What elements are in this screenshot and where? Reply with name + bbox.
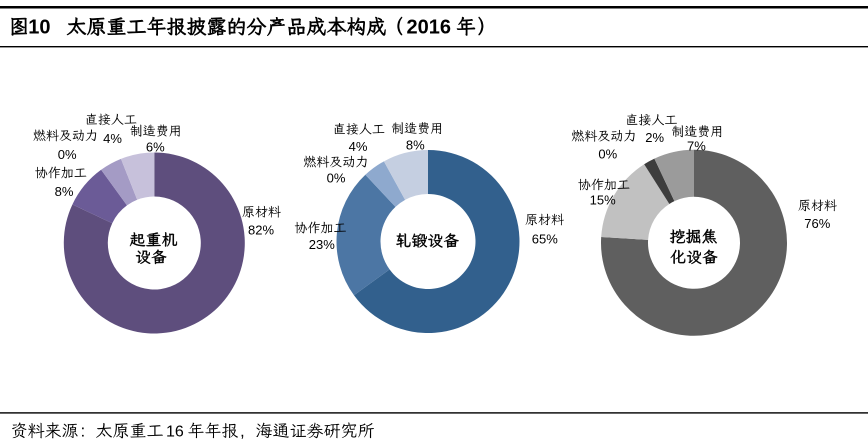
- svg-text:4%: 4%: [349, 139, 368, 154]
- svg-text:65%: 65%: [532, 232, 558, 247]
- svg-text:0%: 0%: [58, 147, 77, 162]
- svg-text:15%: 15%: [590, 193, 616, 208]
- svg-text:2%: 2%: [645, 130, 664, 145]
- svg-text:23%: 23%: [309, 237, 335, 252]
- svg-text:76%: 76%: [804, 216, 830, 231]
- svg-text::: :: [81, 422, 86, 441]
- svg-text:82%: 82%: [248, 223, 274, 238]
- svg-text:4%: 4%: [103, 131, 122, 146]
- svg-text:10: 10: [28, 17, 50, 39]
- svg-text:2016: 2016: [407, 17, 452, 39]
- svg-text:8%: 8%: [406, 138, 425, 153]
- svg-text:,: ,: [240, 422, 245, 441]
- svg-text:8%: 8%: [55, 184, 74, 199]
- svg-text:16: 16: [166, 424, 184, 441]
- svg-text:0%: 0%: [327, 171, 346, 186]
- svg-text:0%: 0%: [598, 147, 617, 162]
- svg-text:6%: 6%: [146, 140, 165, 155]
- svg-text:7%: 7%: [687, 139, 706, 154]
